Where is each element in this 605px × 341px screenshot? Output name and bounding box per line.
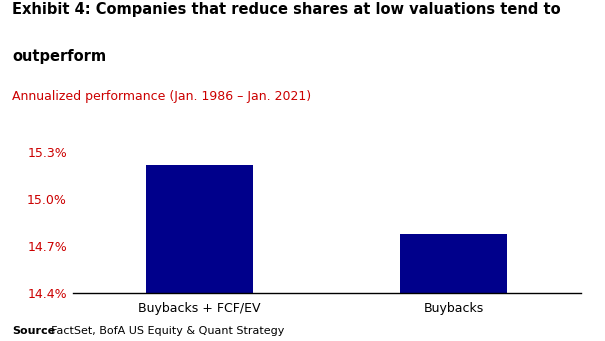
Text: Annualized performance (Jan. 1986 – Jan. 2021): Annualized performance (Jan. 1986 – Jan.… (12, 90, 311, 103)
Bar (146, 165, 253, 341)
Bar (401, 234, 507, 341)
Text: outperform: outperform (12, 49, 106, 64)
Text: Source: Source (12, 326, 55, 336)
Text: : FactSet, BofA US Equity & Quant Strategy: : FactSet, BofA US Equity & Quant Strate… (44, 326, 284, 336)
Text: Exhibit 4: Companies that reduce shares at low valuations tend to: Exhibit 4: Companies that reduce shares … (12, 2, 561, 17)
